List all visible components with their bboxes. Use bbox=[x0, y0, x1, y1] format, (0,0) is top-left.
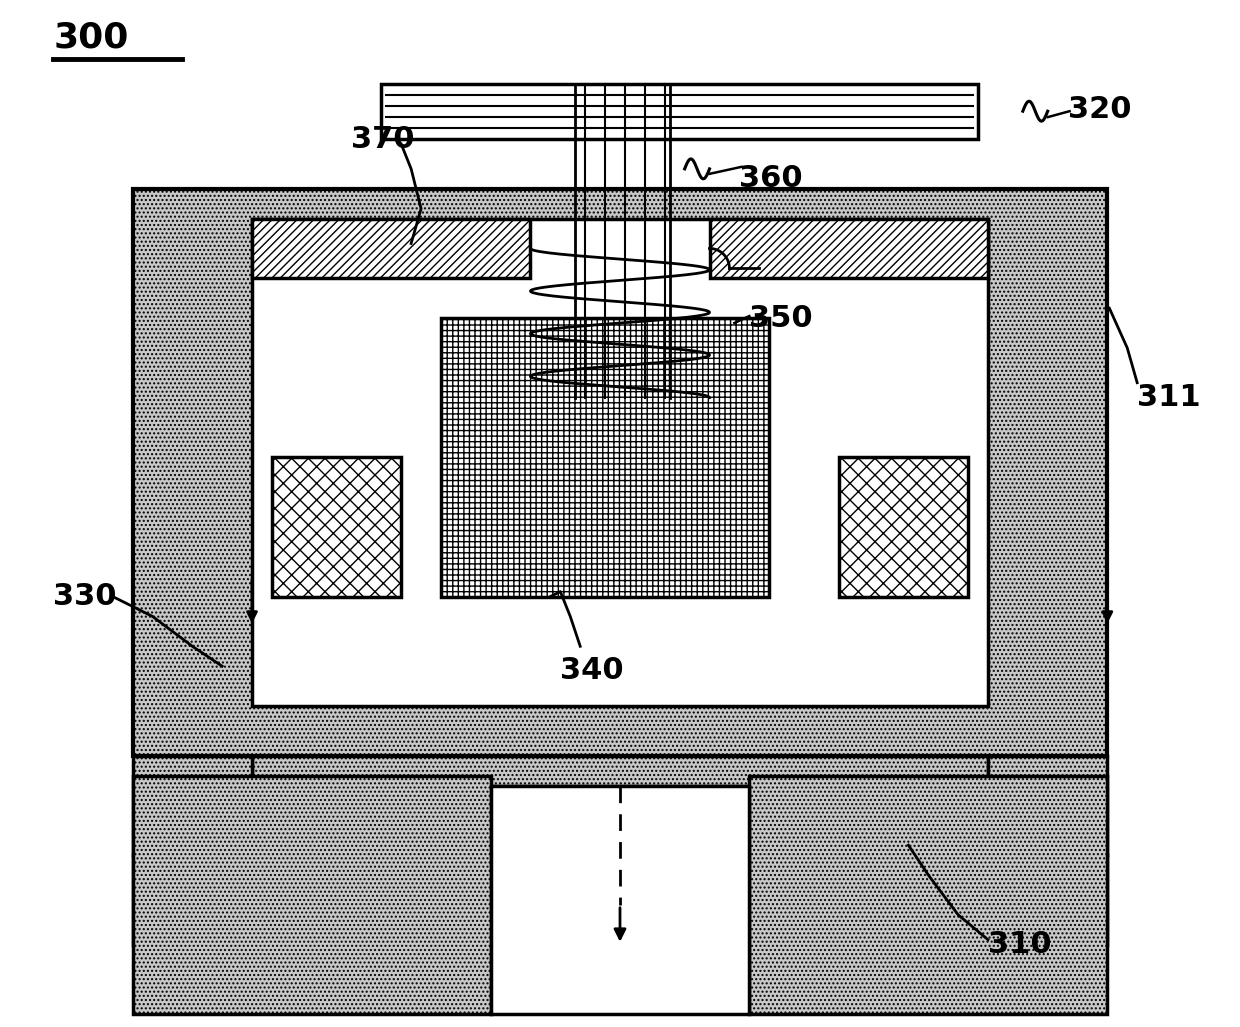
Bar bbox=[133, 756, 252, 855]
Bar bbox=[252, 756, 988, 786]
Text: 320: 320 bbox=[1068, 94, 1131, 123]
Text: 340: 340 bbox=[560, 656, 624, 685]
Bar bbox=[709, 219, 988, 278]
Bar bbox=[133, 775, 491, 1015]
Text: 310: 310 bbox=[988, 930, 1052, 959]
Bar bbox=[838, 457, 968, 597]
Text: 330: 330 bbox=[53, 582, 117, 611]
Text: 370: 370 bbox=[351, 124, 415, 154]
Bar bbox=[252, 219, 531, 278]
Text: 360: 360 bbox=[739, 164, 804, 193]
Bar bbox=[869, 855, 1107, 945]
Text: 300: 300 bbox=[53, 21, 129, 54]
Bar bbox=[272, 457, 402, 597]
Bar bbox=[381, 84, 978, 139]
Text: 311: 311 bbox=[1137, 383, 1200, 412]
Bar bbox=[133, 855, 371, 945]
Bar bbox=[988, 756, 1107, 855]
Bar bbox=[252, 219, 988, 706]
Text: 350: 350 bbox=[749, 304, 813, 333]
Bar bbox=[441, 318, 769, 597]
Bar bbox=[491, 786, 749, 1015]
Bar bbox=[133, 189, 1107, 756]
Bar bbox=[749, 775, 1107, 1015]
